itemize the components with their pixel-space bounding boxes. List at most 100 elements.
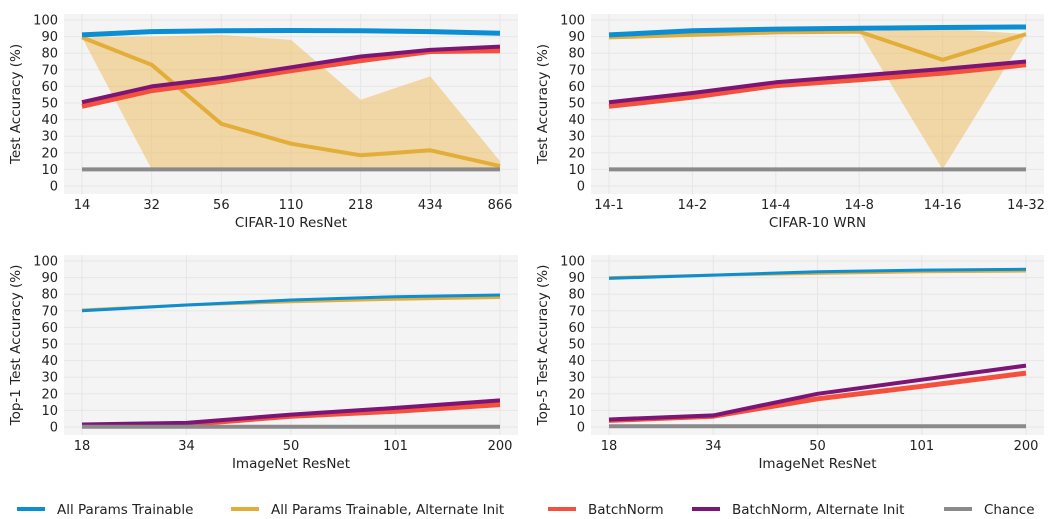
x-tick-label: 866: [488, 198, 513, 213]
x-tick-label: 218: [348, 198, 373, 213]
series-line-all-params-trainable: [608, 267, 1027, 280]
y-tick-label: 60: [568, 80, 585, 95]
legend-item-batchnorm-alternate-init: BatchNorm, Alternate Init: [692, 502, 904, 518]
series-line-all-params-trainable-alternate-init: [81, 35, 501, 169]
y-tick-label: 10: [41, 163, 58, 178]
y-tick-label: 60: [568, 321, 585, 336]
x-tick-label: 14-16: [924, 198, 962, 213]
x-tick-label: 14-32: [1007, 198, 1045, 213]
x-tick-label: 101: [909, 439, 934, 454]
series-line-all-params-trainable: [81, 293, 501, 313]
legend-label: BatchNorm: [588, 502, 664, 518]
y-tick-label: 80: [41, 47, 58, 62]
y-axis-label: Top-1 Test Accuracy (%): [8, 265, 24, 427]
x-tick-label: 110: [279, 198, 304, 213]
y-tick-label: 50: [568, 97, 585, 112]
y-tick-label: 100: [33, 14, 58, 29]
x-axis-label: CIFAR-10 ResNet: [235, 215, 347, 231]
y-tick-label: 0: [50, 421, 58, 436]
legend-item-all-params-trainable: All Params Trainable: [17, 502, 193, 518]
y-tick-label: 90: [568, 30, 585, 45]
x-tick-label: 18: [74, 439, 91, 454]
x-tick-label: 200: [1014, 439, 1039, 454]
x-tick-label: 14-1: [594, 198, 624, 213]
y-tick-label: 30: [568, 130, 585, 145]
x-tick-label: 32: [143, 198, 160, 213]
y-tick-label: 20: [41, 387, 58, 402]
y-tick-label: 10: [568, 163, 585, 178]
legend-item-chance: Chance: [944, 502, 1035, 518]
y-tick-label: 80: [568, 47, 585, 62]
y-tick-label: 30: [568, 371, 585, 386]
y-tick-label: 100: [33, 255, 58, 270]
y-tick-label: 50: [41, 97, 58, 112]
legend: All Params Trainable All Params Trainable…: [17, 502, 1035, 518]
y-tick-label: 0: [50, 180, 58, 195]
y-tick-label: 20: [568, 146, 585, 161]
x-tick-label: 50: [283, 439, 300, 454]
series-line-all-params-trainable-alternate-init: [608, 29, 1027, 62]
x-tick-label: 34: [178, 439, 195, 454]
x-tick-label: 18: [601, 439, 618, 454]
y-axis-label: Test Accuracy (%): [8, 44, 24, 165]
y-tick-label: 70: [41, 304, 58, 319]
y-tick-label: 0: [577, 180, 585, 195]
band-all-params-trainable-alternate-init: [609, 28, 1026, 170]
x-axis-label: ImageNet ResNet: [232, 456, 350, 472]
x-tick-label: 34: [705, 439, 722, 454]
y-tick-label: 50: [568, 338, 585, 353]
y-tick-label: 40: [568, 113, 585, 128]
series-line-batchnorm-alternate-init: [608, 363, 1027, 422]
y-tick-label: 60: [41, 321, 58, 336]
x-tick-label: 14: [74, 198, 91, 213]
legend-item-all-params-trainable-alternate-init: All Params Trainable, Alternate Init: [231, 502, 504, 518]
y-tick-label: 100: [560, 255, 585, 270]
series-line-batchnorm-alternate-init: [81, 44, 501, 105]
x-axis-label: ImageNet ResNet: [758, 456, 876, 472]
x-tick-label: 50: [809, 439, 826, 454]
y-tick-label: 80: [41, 288, 58, 303]
series-line-batchnorm-alternate-init: [81, 398, 501, 427]
series-line-all-params-trainable: [81, 28, 501, 38]
y-tick-label: 70: [568, 304, 585, 319]
y-tick-label: 10: [568, 404, 585, 419]
y-tick-label: 70: [41, 63, 58, 78]
y-tick-label: 80: [568, 288, 585, 303]
series-line-batchnorm-alternate-init: [608, 59, 1027, 105]
y-tick-label: 90: [568, 271, 585, 286]
band-all-params-trainable-alternate-init: [82, 34, 500, 170]
y-tick-label: 50: [41, 338, 58, 353]
x-tick-label: 200: [488, 439, 513, 454]
x-tick-label: 14-4: [761, 198, 791, 213]
y-tick-label: 100: [560, 14, 585, 29]
y-tick-label: 20: [568, 387, 585, 402]
x-tick-label: 14-8: [844, 198, 874, 213]
y-tick-label: 10: [41, 404, 58, 419]
y-axis-label: Top-5 Test Accuracy (%): [535, 265, 551, 427]
y-tick-label: 60: [41, 80, 58, 95]
legend-label: All Params Trainable: [57, 502, 193, 518]
legend-item-batchnorm: BatchNorm: [548, 502, 664, 518]
y-tick-label: 70: [568, 63, 585, 78]
x-axis-label: CIFAR-10 WRN: [769, 215, 866, 231]
legend-label: All Params Trainable, Alternate Init: [271, 502, 504, 518]
legend-label: Chance: [984, 502, 1035, 518]
series-line-all-params-trainable: [608, 24, 1027, 38]
legend-label: BatchNorm, Alternate Init: [732, 502, 904, 518]
y-tick-label: 0: [577, 421, 585, 436]
y-tick-label: 40: [41, 113, 58, 128]
x-tick-label: 434: [418, 198, 443, 213]
y-tick-label: 20: [41, 146, 58, 161]
x-tick-label: 14-2: [678, 198, 708, 213]
y-tick-label: 90: [41, 30, 58, 45]
y-tick-label: 40: [568, 354, 585, 369]
y-tick-label: 30: [41, 130, 58, 145]
y-axis-label: Test Accuracy (%): [535, 44, 551, 165]
y-tick-label: 30: [41, 371, 58, 386]
y-tick-label: 90: [41, 271, 58, 286]
